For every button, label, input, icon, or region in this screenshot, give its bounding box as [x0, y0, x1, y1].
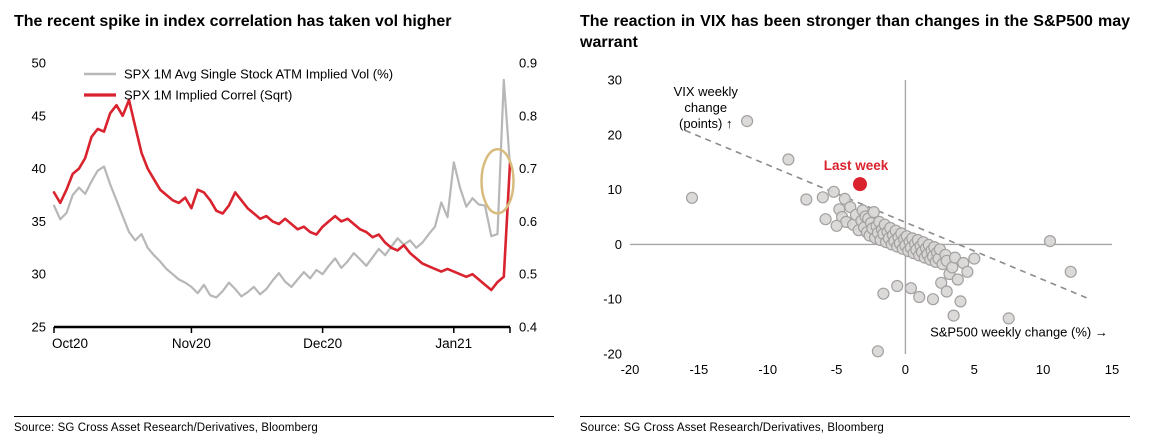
legend-label: SPX 1M Implied Correl (Sqrt): [124, 87, 292, 102]
vol-correl-chart: 25 30 35 40 45 50 0.4 0.5 0.6 0.7 0.8 0.9 Oct20 Nov20…: [32, 55, 538, 351]
scatter-point: [800, 192, 813, 206]
scatter-point: [877, 287, 890, 300]
x-axis-tick-label: 10: [1036, 362, 1050, 377]
left-axis-tick-label: 30: [32, 266, 46, 281]
y-axis-tick-label: -10: [603, 291, 622, 306]
spike-highlight-ellipse: [480, 147, 515, 215]
panel-vol-correlation: The recent spike in index correlation ha…: [14, 10, 554, 434]
y-axis-tick-label: 30: [608, 72, 622, 87]
x-axis-annotation: S&P500 weekly change (%) →: [930, 324, 1108, 339]
x-axis-tick-label: Dec20: [303, 336, 342, 351]
last-week-label: Last week: [824, 158, 889, 173]
right-source-note: Source: SG Cross Asset Research/Derivati…: [580, 416, 1130, 434]
left-axis-tick-label: 25: [32, 319, 46, 334]
x-axis-tick-label: -10: [758, 362, 777, 377]
scatter-point: [685, 191, 699, 204]
scatter-point: [827, 185, 840, 198]
vix-spx-scatter-chart: -20 -15 -10 -5 0 5 10 15 -20 -10 0 10 20 30 Last week V…: [603, 72, 1119, 377]
scatter-point: [830, 219, 843, 232]
scatter-point: [926, 292, 940, 305]
right-axis-tick-label: 0.9: [519, 55, 537, 70]
panel-vix-scatter: The reaction in VIX has been stronger th…: [580, 10, 1130, 434]
y-axis-annotation: VIX weekly: [674, 84, 739, 99]
x-axis-tick-label: 5: [971, 362, 978, 377]
scatter-point: [954, 294, 967, 308]
scatter-point: [913, 290, 926, 303]
scatter-point: [782, 152, 795, 166]
y-axis-tick-label: -20: [603, 346, 622, 361]
legend-label: SPX 1M Avg Single Stock ATM Implied Vol …: [124, 66, 393, 81]
left-axis-tick-label: 50: [32, 55, 46, 70]
last-week-point: [852, 176, 867, 191]
scatter-point: [968, 252, 981, 265]
left-source-note: Source: SG Cross Asset Research/Derivati…: [14, 416, 554, 434]
x-axis-tick-label: Oct20: [52, 336, 88, 351]
right-chart-title: The reaction in VIX has been stronger th…: [580, 13, 1130, 51]
right-axis-tick-label: 0.8: [519, 108, 537, 123]
x-axis-tick-label: -5: [831, 362, 843, 377]
scatter-point: [816, 190, 829, 203]
scatter-point: [951, 272, 964, 286]
y-axis-annotation: change: [684, 100, 727, 115]
scatter-point: [838, 192, 851, 205]
scatter-point: [891, 279, 904, 292]
x-axis-tick-label: -15: [689, 362, 708, 377]
y-axis-tick-label: 10: [608, 182, 622, 197]
scatter-point: [940, 284, 953, 298]
scatter-point: [1002, 311, 1015, 325]
right-axis-tick-label: 0.7: [519, 161, 537, 176]
x-axis-tick-label: 15: [1105, 362, 1119, 377]
scatter-point: [867, 205, 880, 218]
left-axis-tick-label: 40: [32, 161, 46, 176]
series-implied-correl: [52, 98, 512, 292]
scatter-point: [947, 309, 960, 322]
x-axis-tick-label: Jan21: [435, 336, 472, 351]
x-axis-tick-label: 0: [902, 362, 909, 377]
right-axis-tick-label: 0.5: [519, 266, 537, 281]
x-axis-tick-label: Nov20: [172, 336, 211, 351]
trendline-dashed: [684, 129, 1088, 299]
scatter-point: [1064, 265, 1077, 278]
scatter-point: [1043, 234, 1057, 247]
y-axis-annotation: (points) ↑: [679, 116, 732, 131]
scatter-point: [935, 276, 948, 289]
scatter-point: [961, 265, 974, 278]
scatter-point: [904, 281, 917, 294]
scatter-point: [871, 344, 884, 357]
series-implied-vol: [52, 78, 512, 299]
left-axis-tick-label: 35: [32, 214, 46, 229]
scatter-point: [819, 212, 832, 225]
scatter-point: [741, 114, 754, 127]
y-axis-tick-label: 20: [608, 127, 622, 142]
left-axis-tick-label: 45: [32, 108, 46, 123]
right-axis-tick-label: 0.4: [519, 319, 537, 334]
right-axis-tick-label: 0.6: [519, 214, 537, 229]
y-axis-tick-label: 0: [615, 236, 622, 251]
x-axis-tick-label: -20: [621, 362, 640, 377]
left-chart-title: The recent spike in index correlation ha…: [14, 13, 452, 30]
